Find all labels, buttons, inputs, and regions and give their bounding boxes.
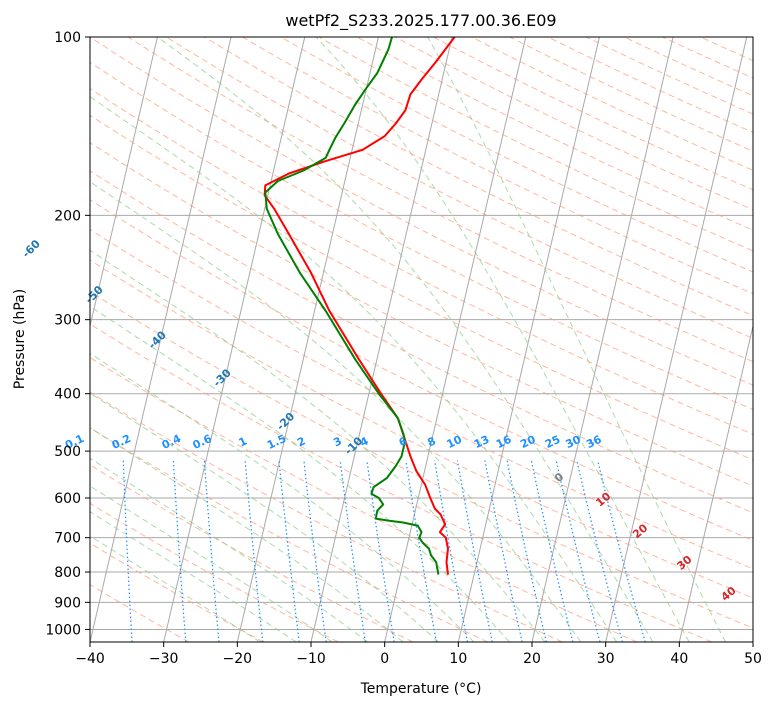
x-axis-title: Temperature (°C) xyxy=(360,681,482,697)
y-tick-label: 600 xyxy=(54,491,81,507)
moist-adiabat-line xyxy=(90,305,510,642)
mixing-ratio-line xyxy=(576,460,623,642)
mixing-ratio-line xyxy=(530,460,574,642)
moist-adiabat-line xyxy=(90,249,546,642)
isotherm-line xyxy=(605,37,748,642)
moist-adiabat-line xyxy=(90,457,368,642)
mixing-ratio-label: 20 xyxy=(518,433,538,451)
mixing-ratio-label: 36 xyxy=(584,433,604,451)
mixing-ratio-label: 25 xyxy=(543,433,562,451)
isotherm-line xyxy=(384,37,527,642)
isotherm-line xyxy=(90,37,232,642)
mixing-ratio-line xyxy=(405,460,437,642)
isotherm-line xyxy=(0,37,10,642)
moist-adiabat-line xyxy=(90,96,618,642)
dry-adiabat-line xyxy=(90,259,753,599)
dewpoint-profile-line xyxy=(264,37,440,575)
mixing-ratio-line xyxy=(366,460,395,642)
plot-frame xyxy=(89,36,754,643)
dry-adiabat-line xyxy=(90,391,563,642)
y-axis: 100 200 300 400 500 600 700 800 900 1000 xyxy=(45,30,90,638)
isotherm-line xyxy=(531,37,674,642)
mixing-ratio-label: 10 xyxy=(445,433,465,451)
x-tick-label: 40 xyxy=(670,651,688,667)
y-tick-label: 500 xyxy=(54,444,81,460)
temperature-profile-line xyxy=(263,37,456,575)
mixing-ratio-label: 30 xyxy=(563,433,583,451)
moist-adiabat-line xyxy=(90,485,333,642)
dry-adiabat-line xyxy=(90,427,488,642)
mixing-ratio-label: 13 xyxy=(472,433,491,451)
y-tick-label: 900 xyxy=(54,595,81,611)
dry-adiabat-line xyxy=(90,323,712,642)
x-tick-label: 50 xyxy=(744,651,762,667)
mixing-ratio-line xyxy=(303,460,327,642)
dry-adiabat-line xyxy=(90,290,753,629)
isotherm-line xyxy=(90,37,158,329)
mixing-ratio-line xyxy=(434,460,469,642)
moist-adiabat-line xyxy=(157,37,654,642)
dry-adiabat-line xyxy=(90,502,339,642)
moist-adiabat-line xyxy=(427,37,727,642)
y-tick-label: 400 xyxy=(54,387,81,403)
y-tick-label: 200 xyxy=(54,208,81,224)
moist-adiabat-line xyxy=(90,392,439,642)
isotherm-line xyxy=(236,37,379,642)
plot-background xyxy=(90,37,753,642)
mixing-ratio-line xyxy=(278,460,300,642)
isotherm-line xyxy=(163,37,306,642)
chart-title: wetPf2_S233.2025.177.00.36.E09 xyxy=(285,11,556,31)
y-tick-label: 700 xyxy=(54,531,81,547)
moist-adiabat-line xyxy=(315,37,690,642)
y-tick-label: 800 xyxy=(54,565,81,581)
x-tick-label: 10 xyxy=(449,651,467,667)
dry-adiabat-line xyxy=(90,87,753,435)
dry-adiabat-line xyxy=(127,37,753,363)
x-tick-label: −10 xyxy=(296,651,326,667)
mixing-ratio-line xyxy=(484,460,523,642)
x-axis: −40 −30 −20 −10 0 10 20 30 40 50 xyxy=(75,642,762,667)
x-tick-label: −40 xyxy=(75,651,105,667)
y-tick-label: 1000 xyxy=(45,622,81,638)
mixing-ratio-line xyxy=(597,460,646,642)
y-tick-label: 100 xyxy=(54,30,81,46)
isotherm-line xyxy=(310,37,453,642)
moist-adiabat-line xyxy=(90,181,582,642)
x-tick-label: 0 xyxy=(380,651,389,667)
dry-adiabat-line xyxy=(90,61,753,411)
dry-adiabat-line xyxy=(90,114,753,461)
moist-adiabat-line xyxy=(90,352,475,642)
mixing-ratio-line xyxy=(506,460,547,642)
mixing-ratio-line xyxy=(76,461,82,643)
x-tick-label: −30 xyxy=(149,651,179,667)
isotherm-line xyxy=(457,37,600,642)
isotherm-label: -60 xyxy=(20,237,43,260)
isotherm-line xyxy=(752,639,753,642)
dry-adiabat-line xyxy=(90,142,753,487)
x-tick-label: 30 xyxy=(597,651,615,667)
mixing-ratio-label: 16 xyxy=(494,433,514,451)
mixing-ratio-line xyxy=(339,460,366,642)
dry-adiabat-line xyxy=(90,37,753,386)
isotherm-line xyxy=(678,323,753,642)
x-tick-label: 20 xyxy=(523,651,541,667)
mixing-ratio-line xyxy=(456,460,493,642)
background-lines xyxy=(0,37,753,643)
x-tick-label: −20 xyxy=(223,651,253,667)
profile-lines xyxy=(263,37,456,575)
y-tick-label: 300 xyxy=(54,313,81,329)
y-axis-title: Pressure (hPa) xyxy=(12,289,28,389)
